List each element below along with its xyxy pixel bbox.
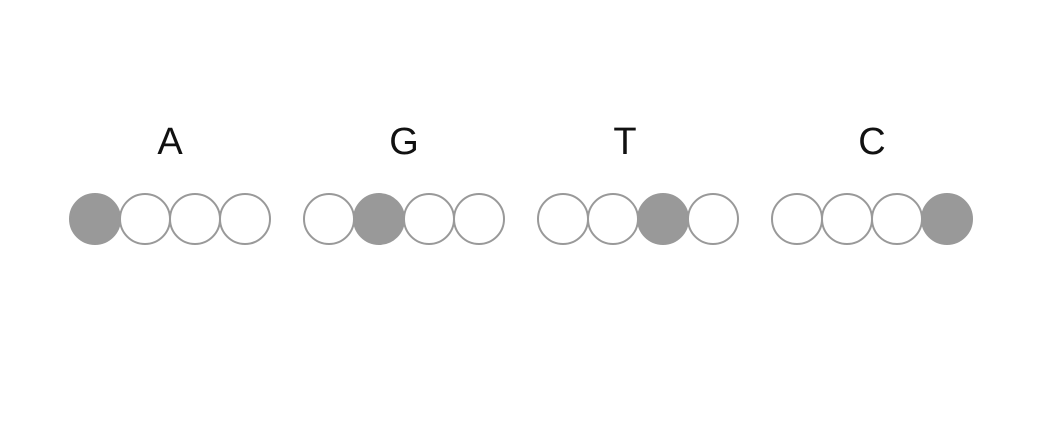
empty-circle-a-3 bbox=[169, 193, 221, 245]
group-g: G bbox=[303, 121, 505, 245]
letter-label-a: A bbox=[157, 121, 183, 163]
empty-circle-t-1 bbox=[537, 193, 589, 245]
empty-circle-c-1 bbox=[771, 193, 823, 245]
group-c: C bbox=[771, 121, 973, 245]
empty-circle-t-4 bbox=[687, 193, 739, 245]
empty-circle-g-3 bbox=[403, 193, 455, 245]
filled-circle-t-3 bbox=[637, 193, 689, 245]
circle-row-c bbox=[771, 193, 973, 245]
circle-row-a bbox=[69, 193, 271, 245]
filled-circle-g-2 bbox=[353, 193, 405, 245]
circle-row-g bbox=[303, 193, 505, 245]
empty-circle-c-2 bbox=[821, 193, 873, 245]
group-a: A bbox=[69, 121, 271, 245]
group-t: T bbox=[537, 121, 739, 245]
letter-label-t: T bbox=[613, 121, 636, 163]
empty-circle-a-4 bbox=[219, 193, 271, 245]
empty-circle-t-2 bbox=[587, 193, 639, 245]
filled-circle-a-1 bbox=[69, 193, 121, 245]
letter-label-g: G bbox=[389, 121, 419, 163]
circle-row-t bbox=[537, 193, 739, 245]
letter-label-c: C bbox=[858, 121, 885, 163]
empty-circle-a-2 bbox=[119, 193, 171, 245]
empty-circle-g-1 bbox=[303, 193, 355, 245]
empty-circle-g-4 bbox=[453, 193, 505, 245]
empty-circle-c-3 bbox=[871, 193, 923, 245]
filled-circle-c-4 bbox=[921, 193, 973, 245]
